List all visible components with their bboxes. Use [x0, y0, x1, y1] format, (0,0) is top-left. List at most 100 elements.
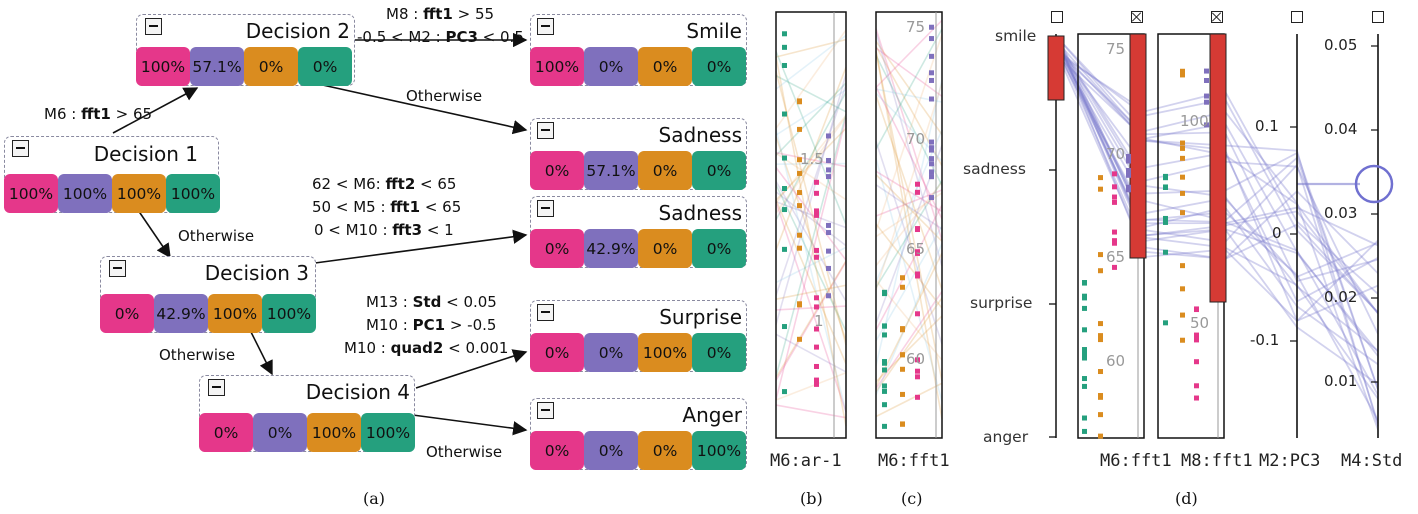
sample-marker [1098, 321, 1103, 327]
sample-marker [814, 326, 819, 332]
collapse-icon[interactable] [537, 18, 554, 35]
tree-leaf-smile[interactable]: Smile 100% 0% 0% 0% [530, 14, 747, 86]
axis-toggle-category-checkbox[interactable] [1051, 11, 1063, 23]
sample-marker [882, 423, 887, 429]
tick-m6-75: 75 [1106, 40, 1126, 58]
panel-d-plot [1047, 33, 1394, 439]
tree-node-decision-2[interactable]: Decision 2 100% 57.1% 0% 0% [136, 14, 355, 86]
collapse-icon[interactable] [12, 140, 29, 157]
collapse-icon[interactable] [537, 304, 554, 321]
sample-marker [929, 36, 934, 42]
background-line [875, 40, 943, 136]
edge-label-d2-smile-1: M8 : fft1 > 55 [386, 5, 495, 23]
class-distribution: 100% 100% 100% 100% [4, 174, 220, 213]
cell-smile: 0% [199, 413, 253, 452]
tick-pc3-0.1: 0.1 [1255, 117, 1279, 135]
sample-marker [1180, 210, 1185, 216]
cell-surprise: 100% [638, 333, 692, 372]
cell-surprise: 0% [638, 431, 692, 470]
axis-label-m4-std: M4:Std [1341, 451, 1403, 471]
sample-marker [1098, 369, 1103, 375]
sample-marker [929, 161, 934, 167]
tree-node-decision-1[interactable]: Decision 1 100% 100% 100% 100% [4, 136, 220, 213]
sample-marker [814, 179, 819, 185]
sample-marker [1098, 333, 1103, 339]
tree-node-decision-4[interactable]: Decision 4 0% 0% 100% 100% [199, 375, 415, 452]
sample-marker [826, 293, 831, 299]
collapse-icon[interactable] [145, 18, 162, 35]
sample-marker [1082, 305, 1087, 311]
background-line [875, 192, 943, 238]
sample-marker [826, 222, 831, 228]
tree-leaf-sadness-1[interactable]: Sadness 0% 57.1% 0% 0% [530, 118, 747, 190]
class-distribution: 0% 0% 0% 100% [530, 431, 746, 470]
collapse-icon[interactable] [537, 402, 554, 419]
edge-d1-d3 [137, 209, 171, 259]
cell-anger: 0% [692, 333, 746, 372]
cell-surprise: 0% [638, 151, 692, 190]
axis-toggle-m6fft1-checkbox[interactable] [1131, 11, 1143, 23]
sample-marker [1163, 173, 1168, 179]
tree-leaf-sadness-2[interactable]: Sadness 0% 42.9% 0% 0% [530, 196, 747, 268]
sample-marker [915, 271, 920, 277]
background-line [775, 260, 847, 379]
sample-marker [1194, 359, 1199, 365]
cell-sadness: 0% [584, 47, 638, 86]
tick-pc3-neg0.1: -0.1 [1250, 331, 1280, 349]
background-line [875, 28, 943, 241]
sample-marker [929, 77, 934, 83]
edge-d3-sad2 [314, 229, 528, 264]
background-line [875, 225, 943, 342]
sample-marker [900, 326, 905, 332]
sample-marker [1180, 155, 1185, 161]
background-line [875, 19, 943, 89]
sample-marker [929, 96, 934, 102]
sample-marker [814, 190, 819, 196]
sample-marker [929, 24, 934, 30]
tick-b-1: 1.5 [800, 150, 824, 168]
axis-toggle-m2pc3-checkbox[interactable] [1291, 11, 1303, 23]
tick-std-0.02: 0.02 [1324, 288, 1358, 306]
axis-toggle-m4std-checkbox[interactable] [1372, 11, 1384, 23]
sample-marker [814, 344, 819, 350]
class-distribution: 0% 0% 100% 100% [199, 413, 415, 452]
background-line [875, 189, 943, 217]
background-line [875, 47, 943, 98]
sample-marker [1126, 158, 1131, 164]
panel-b-plot [775, 11, 847, 439]
sample-marker [1098, 337, 1103, 343]
axis-toggle-m8fft1-checkbox[interactable] [1211, 11, 1223, 23]
tree-leaf-surprise[interactable]: Surprise 0% 0% 100% 0% [530, 300, 747, 372]
cell-anger: 0% [692, 151, 746, 190]
edge-d1-d2 [112, 87, 199, 134]
sample-marker [1112, 229, 1117, 235]
edge-label-d2-smile-2: -0.5 < M2 : PC3 < 0.5 [357, 28, 524, 46]
tick-c-3: 65 [906, 240, 926, 258]
sample-marker [814, 304, 819, 310]
cell-anger: 100% [692, 431, 746, 470]
tree-node-decision-3[interactable]: Decision 3 0% 42.9% 100% 100% [100, 256, 316, 333]
tick-c-4: 60 [906, 350, 926, 368]
sample-marker [915, 357, 920, 363]
polyline-background [775, 29, 847, 427]
collapse-icon[interactable] [537, 200, 554, 217]
sample-marker [882, 289, 887, 295]
edge-label-d1-d3: Otherwise [178, 227, 255, 245]
axis-label-m6-fft1-c: M6:fft1 [878, 451, 950, 471]
sample-marker [1180, 286, 1185, 292]
sample-marker [882, 402, 887, 408]
cell-sadness: 0% [584, 333, 638, 372]
sample-marker [782, 31, 787, 37]
collapse-icon[interactable] [208, 379, 225, 396]
edge-label-d4-surprise-2: M10 : PC1 > -0.5 [366, 316, 497, 334]
sample-marker [1163, 219, 1168, 225]
node-label: Decision 3 [204, 261, 309, 285]
collapse-icon[interactable] [537, 122, 554, 139]
tree-leaf-anger[interactable]: Anger 0% 0% 0% 100% [530, 398, 747, 470]
sample-markers [882, 24, 934, 429]
sample-markers [1082, 68, 1209, 439]
collapse-icon[interactable] [109, 260, 126, 277]
sample-marker [826, 174, 831, 180]
node-label: Decision 4 [305, 380, 410, 404]
sample-marker [1126, 184, 1131, 190]
